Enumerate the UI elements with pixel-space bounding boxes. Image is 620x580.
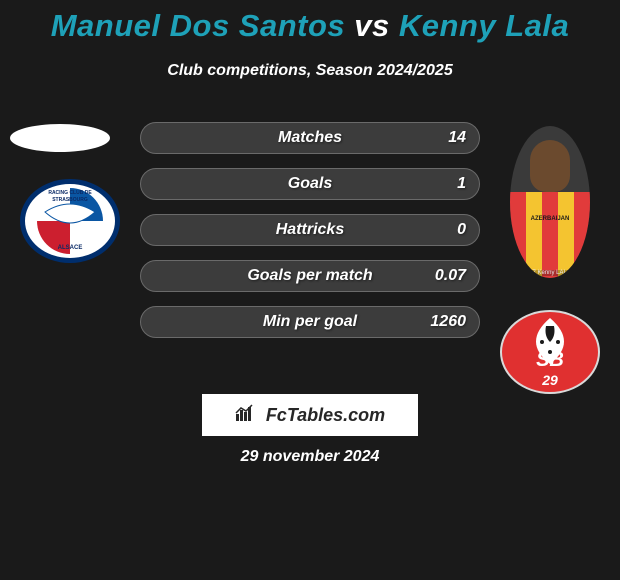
club-left-badge: RACING CLUB DE STRASBOURG ALSACE (20, 179, 120, 263)
club-right-badge: SB 29 (500, 310, 600, 394)
club-left-text-bottom: ALSACE (25, 245, 115, 251)
club-right-initials: SB (502, 349, 598, 372)
stat-label: Min per goal (140, 306, 480, 338)
stat-value-right: 0.07 (435, 260, 466, 292)
stat-row: Goals1 (140, 168, 480, 200)
stat-value-right: 14 (448, 122, 466, 154)
page-title: Manuel Dos Santos vs Kenny Lala (0, 8, 620, 44)
player-head-icon (530, 140, 570, 192)
stat-value-right: 1 (457, 168, 466, 200)
stat-label: Goals per match (140, 260, 480, 292)
player-left-avatar (10, 124, 110, 152)
stat-row: Goals per match0.07 (140, 260, 480, 292)
player-jersey-icon: AZERBAIJAN (510, 192, 590, 278)
stat-label: Goals (140, 168, 480, 200)
title-vs: vs (354, 8, 399, 43)
jersey-sponsor: AZERBAIJAN (510, 216, 590, 222)
comparison-infographic: Manuel Dos Santos vs Kenny Lala Club com… (0, 0, 620, 580)
title-player-right: Kenny Lala (399, 8, 569, 43)
title-player-left: Manuel Dos Santos (51, 8, 345, 43)
stat-row: Min per goal1260 (140, 306, 480, 338)
brand-chart-icon (235, 395, 255, 437)
club-left-text-mid: STRASBOURG (25, 197, 115, 203)
club-right-number: 29 (502, 372, 598, 388)
stat-value-right: 0 (457, 214, 466, 246)
player-right-caption: 27 Kenny LALA (510, 270, 590, 276)
stat-label: Matches (140, 122, 480, 154)
club-left-text-top: RACING CLUB DE (25, 190, 115, 196)
stat-row: Matches14 (140, 122, 480, 154)
brand-box: FcTables.com (202, 394, 418, 436)
footer-date: 29 november 2024 (0, 448, 620, 466)
subtitle: Club competitions, Season 2024/2025 (0, 62, 620, 80)
stat-label: Hattricks (140, 214, 480, 246)
player-right-avatar: AZERBAIJAN 27 Kenny LALA (510, 126, 590, 278)
stat-row: Hattricks0 (140, 214, 480, 246)
brand-text: FcTables.com (266, 405, 385, 425)
stat-value-right: 1260 (430, 306, 466, 338)
